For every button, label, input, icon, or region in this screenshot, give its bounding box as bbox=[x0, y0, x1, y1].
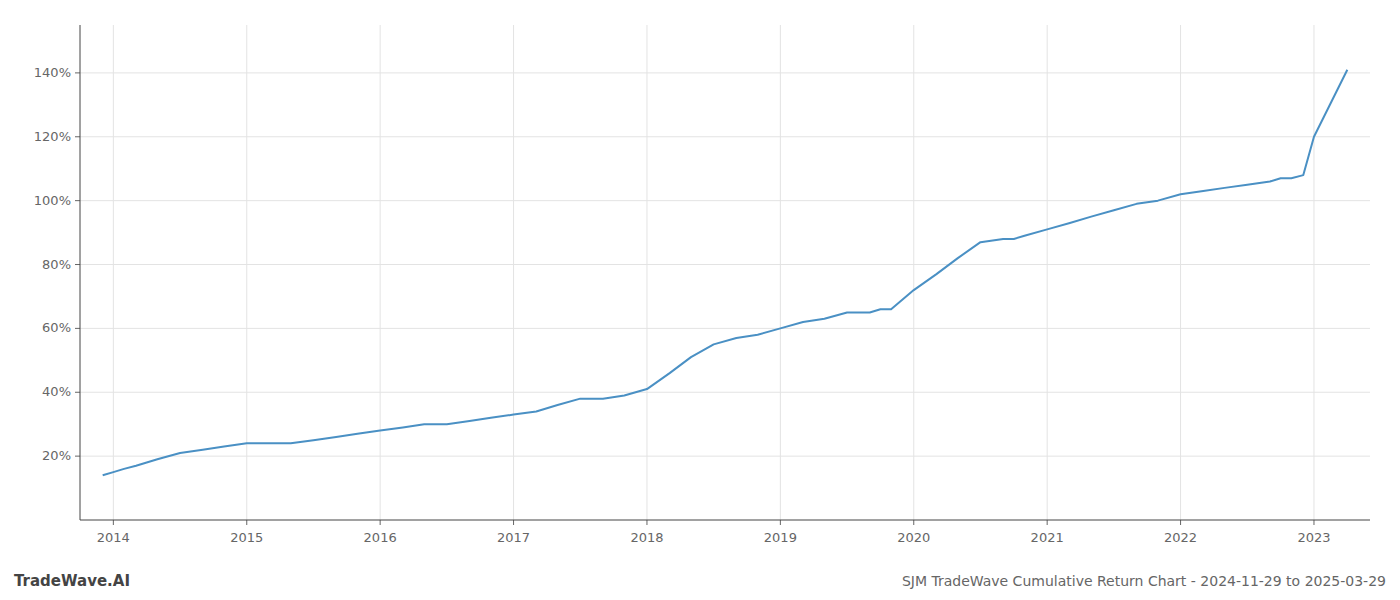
grid-line bbox=[80, 136, 1370, 137]
tick-mark bbox=[380, 520, 381, 525]
plot-area bbox=[103, 70, 1348, 476]
tick-mark bbox=[75, 392, 80, 393]
tick-label: 2014 bbox=[97, 530, 130, 545]
tick-label: 2020 bbox=[897, 530, 930, 545]
grid-line bbox=[80, 328, 1370, 329]
tick-label: 2019 bbox=[764, 530, 797, 545]
grid-line bbox=[113, 25, 114, 520]
tick-label: 60% bbox=[42, 320, 71, 335]
tick-mark bbox=[246, 520, 247, 525]
grid-line bbox=[80, 264, 1370, 265]
grid-line bbox=[80, 456, 1370, 457]
tick-mark bbox=[75, 200, 80, 201]
grid-line bbox=[80, 200, 1370, 201]
line bbox=[103, 70, 1348, 476]
tick-mark bbox=[913, 520, 914, 525]
tick-label: 20% bbox=[42, 448, 71, 463]
tick-label: 120% bbox=[34, 129, 71, 144]
tick-mark bbox=[1047, 520, 1048, 525]
tick-label: 2023 bbox=[1297, 530, 1330, 545]
tick-mark bbox=[75, 456, 80, 457]
tick-mark bbox=[646, 520, 647, 525]
tick-label: 140% bbox=[34, 65, 71, 80]
title: SJM TradeWave Cumulative Return Chart - … bbox=[902, 573, 1386, 589]
grid-line bbox=[780, 25, 781, 520]
grid-line bbox=[646, 25, 647, 520]
tick-mark bbox=[75, 136, 80, 137]
x-axis-line bbox=[80, 520, 1370, 521]
grid-line bbox=[513, 25, 514, 520]
tick-label: 2018 bbox=[630, 530, 663, 545]
grid-line bbox=[1047, 25, 1048, 520]
tick-mark bbox=[513, 520, 514, 525]
tick-mark bbox=[1180, 520, 1181, 525]
grid-line bbox=[1313, 25, 1314, 520]
grid-line bbox=[246, 25, 247, 520]
watermark: TradeWave.AI bbox=[14, 572, 130, 590]
tick-mark bbox=[75, 264, 80, 265]
tick-label: 2022 bbox=[1164, 530, 1197, 545]
tick-label: 2016 bbox=[364, 530, 397, 545]
y-axis-line bbox=[80, 25, 81, 520]
tick-label: 100% bbox=[34, 193, 71, 208]
tick-label: 2017 bbox=[497, 530, 530, 545]
tick-mark bbox=[113, 520, 114, 525]
tick-label: 80% bbox=[42, 257, 71, 272]
grid-line bbox=[80, 72, 1370, 73]
chart: 20% 40% 60% 80% 100% 120% 140% 2014 2015 2016 2017… bbox=[0, 0, 1400, 600]
grid bbox=[80, 25, 1370, 520]
axes: 20% 40% 60% 80% 100% 120% 140% 2014 2015 2016 2017… bbox=[34, 25, 1370, 545]
tick-mark bbox=[75, 328, 80, 329]
tick-mark bbox=[780, 520, 781, 525]
tick-mark bbox=[75, 72, 80, 73]
grid-line bbox=[80, 392, 1370, 393]
grid-line bbox=[913, 25, 914, 520]
grid-line bbox=[1180, 25, 1181, 520]
grid-line bbox=[380, 25, 381, 520]
tick-label: 2015 bbox=[230, 530, 263, 545]
tick-label: 40% bbox=[42, 384, 71, 399]
tick-mark bbox=[1313, 520, 1314, 525]
tick-label: 2021 bbox=[1031, 530, 1064, 545]
